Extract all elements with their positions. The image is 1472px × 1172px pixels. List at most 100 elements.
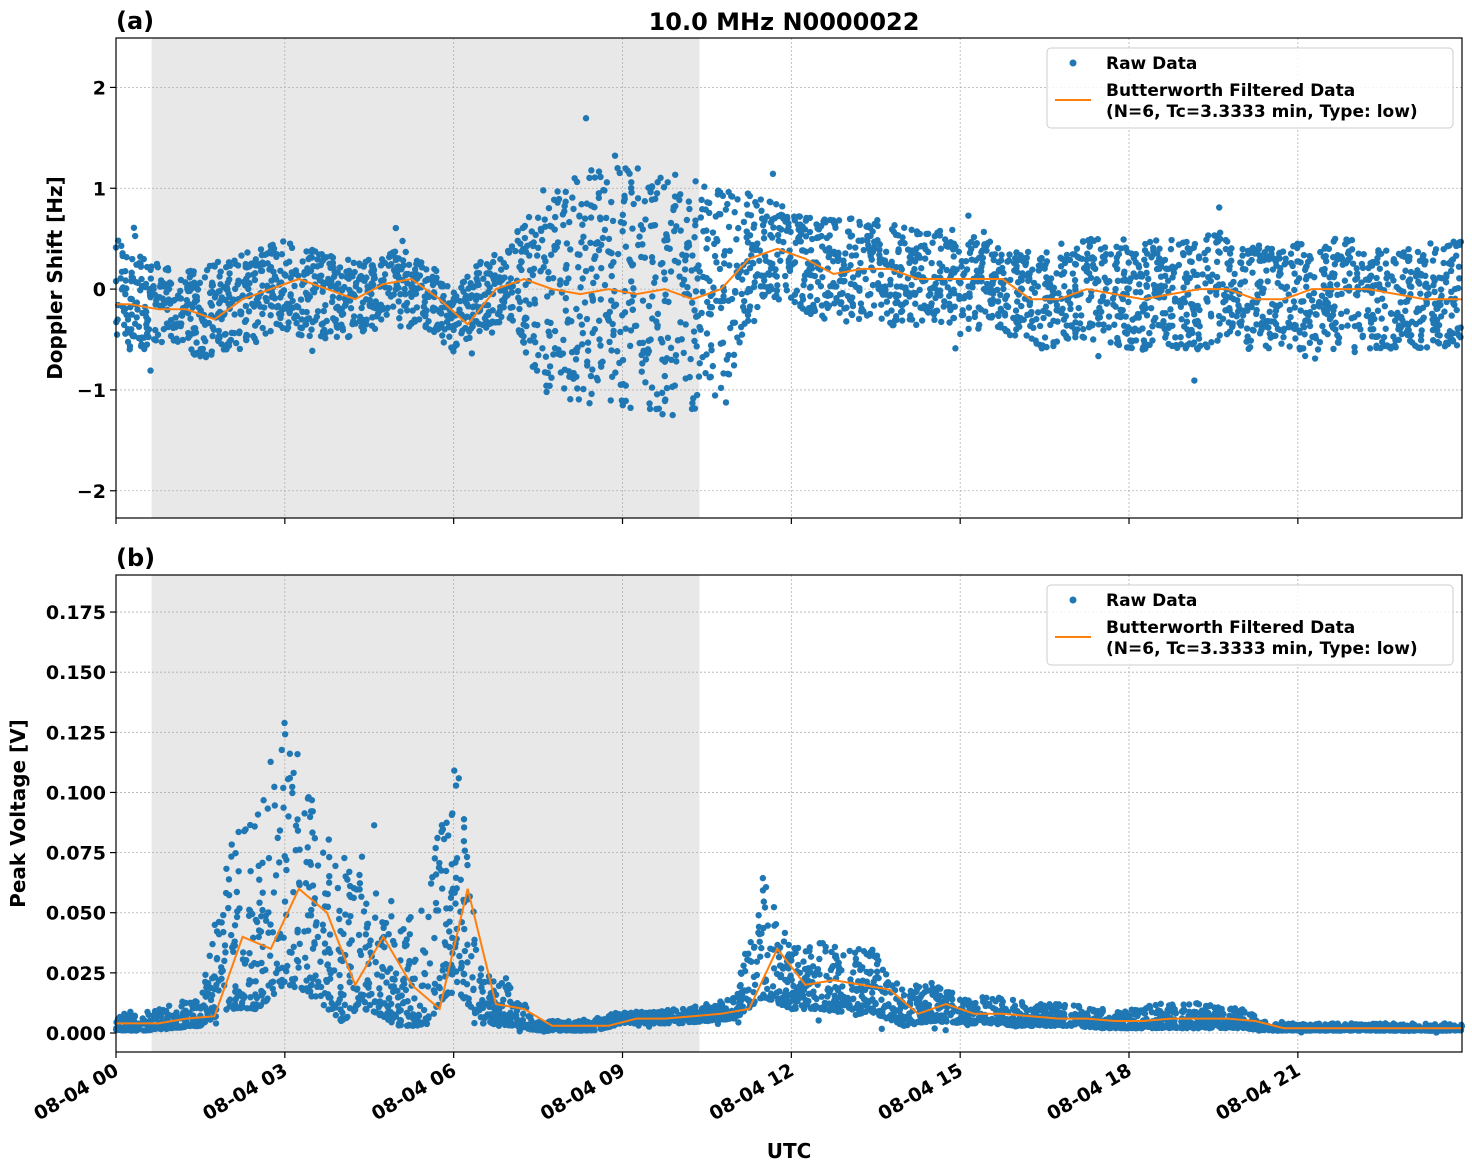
raw-data-point [399,257,407,264]
raw-data-point [626,170,633,177]
raw-data-point [1202,280,1209,287]
raw-data-point [230,948,237,955]
raw-data-point [142,280,150,288]
raw-data-point [756,257,763,264]
raw-data-point [555,346,562,353]
raw-data-point [1334,339,1342,346]
raw-data-point [322,301,329,309]
raw-data-point [1268,250,1275,257]
raw-data-point [394,987,401,994]
raw-data-point [307,861,315,868]
raw-data-point [1383,342,1391,349]
raw-data-point [797,303,804,310]
raw-data-point [565,1018,572,1025]
raw-data-point [1296,344,1303,351]
raw-data-point [791,259,799,266]
raw-data-point [1205,273,1212,281]
raw-data-point [370,275,378,282]
raw-data-point [1016,317,1023,325]
raw-data-point [1145,275,1152,283]
raw-data-point [149,1012,157,1019]
raw-data-point [1417,290,1424,297]
raw-data-point [1437,313,1445,320]
raw-data-point [731,319,739,326]
raw-data-point [874,237,881,244]
raw-data-point [120,321,128,329]
raw-data-point [345,919,352,926]
raw-data-point [483,270,490,277]
raw-data-point [1069,270,1077,277]
raw-data-point [312,993,319,1000]
raw-data-point [612,301,620,308]
raw-data-point [562,307,569,314]
raw-data-point [1417,272,1425,279]
raw-data-point [335,294,343,301]
raw-data-point [902,299,910,306]
raw-data-point [587,239,594,247]
raw-data-point [610,327,617,335]
raw-data-point [222,330,229,338]
raw-data-point [1249,269,1256,276]
raw-data-point [136,1024,143,1032]
raw-data-point [694,312,702,319]
raw-data-point [480,275,487,282]
raw-data-point [271,295,278,302]
raw-data-point [476,260,484,268]
raw-data-point [575,396,583,403]
raw-data-point [973,267,981,274]
raw-data-point [807,246,815,254]
raw-data-point [744,239,752,246]
raw-data-point [338,311,346,318]
raw-data-point [1125,259,1132,266]
raw-data-point [692,222,699,229]
raw-data-point [1341,277,1349,284]
raw-data-point [194,286,202,293]
raw-data-point [1324,299,1331,307]
raw-data-point [294,750,301,758]
raw-data-point [346,286,353,294]
raw-data-point [453,341,460,348]
raw-data-point [491,251,498,259]
raw-data-point [692,288,700,295]
raw-data-point [403,1022,411,1029]
raw-data-point [636,233,643,240]
raw-data-point [591,204,598,211]
raw-data-point [566,373,573,380]
raw-data-point [697,214,705,221]
raw-data-point [994,298,1002,305]
raw-data-point [1166,322,1174,330]
raw-data-point [639,297,647,304]
raw-data-point [1249,299,1256,306]
raw-data-point [559,350,567,357]
raw-data-point [1102,250,1110,258]
raw-data-point [561,385,568,392]
raw-data-point [318,321,325,328]
raw-data-point [532,231,539,239]
raw-data-point [289,789,296,797]
raw-data-point [976,321,983,329]
raw-data-point [537,225,545,233]
raw-data-point [179,310,186,317]
raw-data-point [521,316,528,323]
raw-data-point [452,296,460,304]
raw-data-point [677,227,684,234]
raw-data-point [691,307,698,314]
raw-data-point [1441,343,1449,350]
raw-data-point [588,265,595,272]
raw-data-point [354,1000,362,1007]
raw-data-point [732,289,739,296]
raw-data-point [713,297,720,304]
raw-data-point [1189,304,1196,312]
raw-data-point [751,279,758,286]
raw-data-point [1117,313,1124,321]
raw-data-point [858,305,865,313]
raw-data-point [502,263,510,270]
raw-data-point [226,293,233,301]
raw-data-point [366,1001,374,1009]
raw-data-point [675,1020,683,1027]
raw-data-point [308,796,316,804]
y-axis-label: Doppler Shift [Hz] [43,176,67,380]
raw-data-point [245,272,252,279]
raw-data-point [717,384,725,392]
raw-data-point [1263,267,1270,274]
